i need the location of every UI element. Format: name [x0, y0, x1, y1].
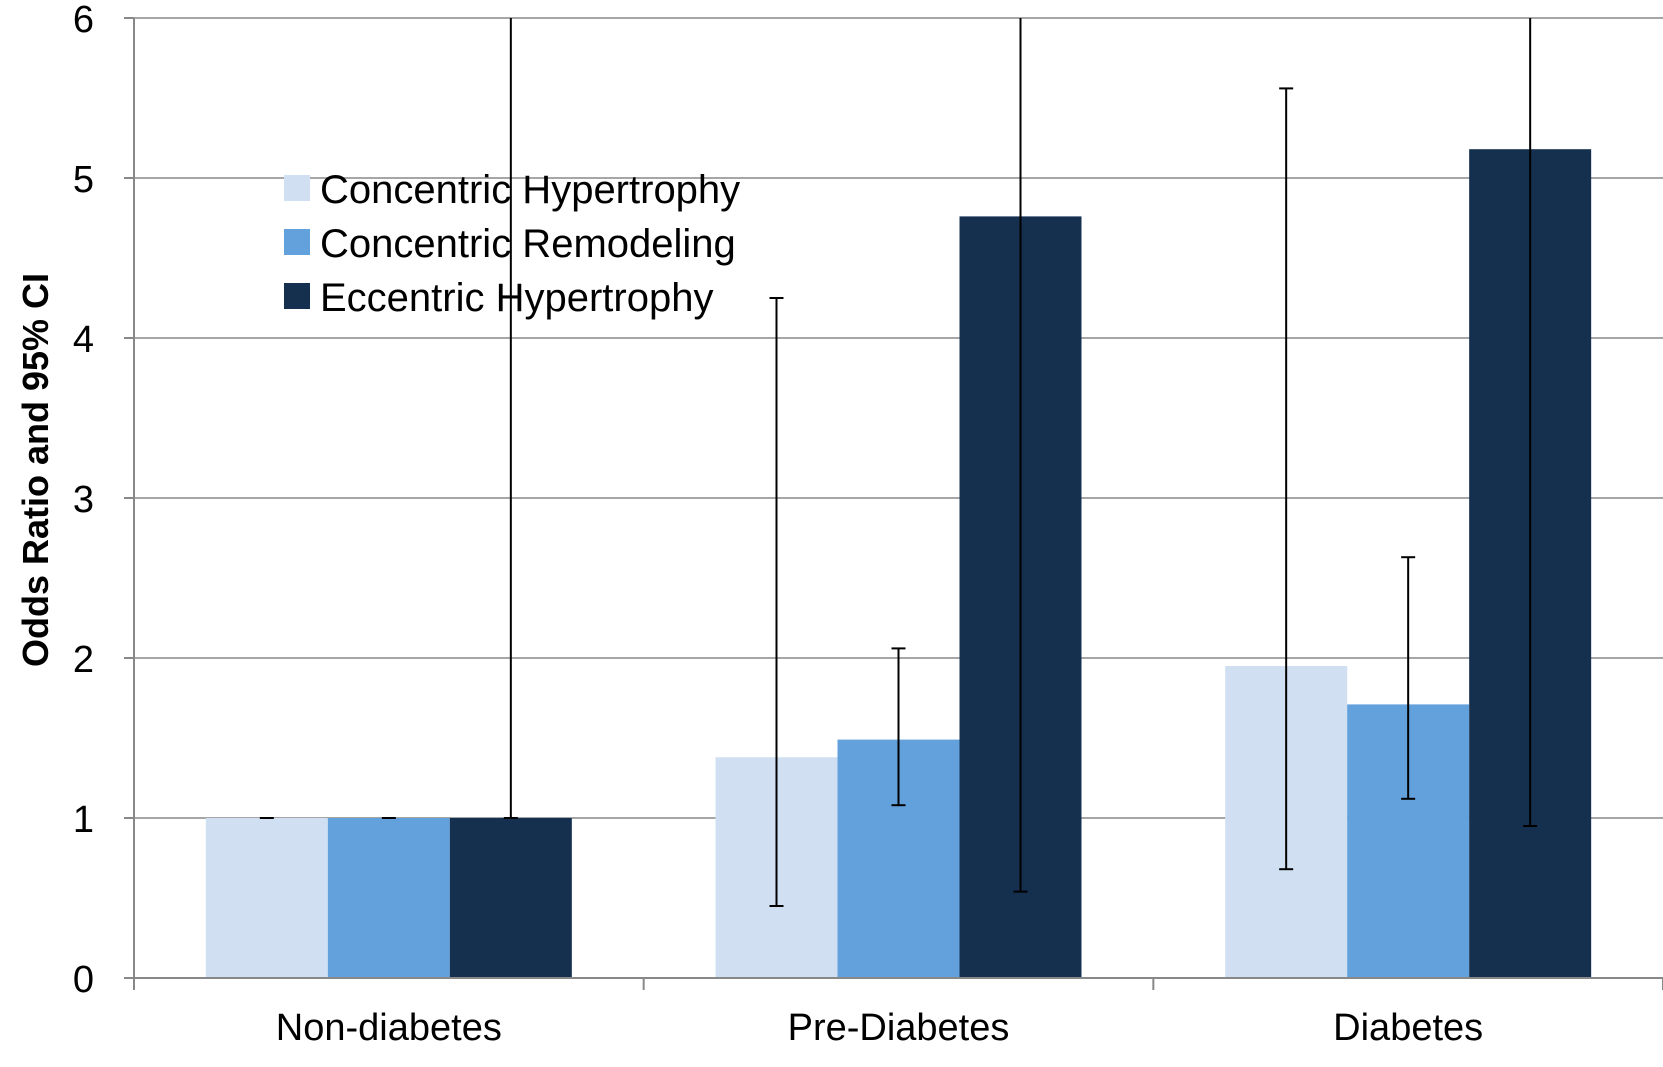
x-category-label: Diabetes [1333, 1007, 1483, 1049]
y-tick-label: 5 [73, 159, 94, 201]
legend-label: Eccentric Hypertrophy [320, 276, 713, 320]
bar-layer [205, 149, 1592, 978]
y-tick-label: 0 [73, 959, 94, 1001]
bar-concentric-hypertrophy [205, 818, 328, 978]
x-category-label: Pre-Diabetes [788, 1007, 1010, 1049]
bar-concentric-remodeling [327, 818, 450, 978]
y-tick-label: 6 [73, 0, 94, 41]
x-category-label: Non-diabetes [276, 1007, 502, 1049]
bar-eccentric-hypertrophy [449, 818, 572, 978]
legend-swatch [284, 175, 310, 201]
error-bar-layer [259, 18, 1538, 907]
legend-label: Concentric Hypertrophy [320, 168, 740, 212]
y-tick-label: 1 [73, 799, 94, 841]
legend-label: Concentric Remodeling [320, 222, 736, 266]
y-axis-title: Odds Ratio and 95% CI [15, 273, 56, 667]
axis-layer: 0 1 2 3 4 5 6 Non-diabetes Pre-Diabetes Diabetes [73, 0, 1663, 1049]
legend-swatch [284, 229, 310, 255]
legend: Concentric Hypertrophy Concentric Remodel… [284, 168, 740, 320]
legend-swatch [284, 283, 310, 309]
y-tick-label: 2 [73, 639, 94, 681]
y-tick-label: 4 [73, 319, 94, 361]
y-tick-label: 3 [73, 479, 94, 521]
